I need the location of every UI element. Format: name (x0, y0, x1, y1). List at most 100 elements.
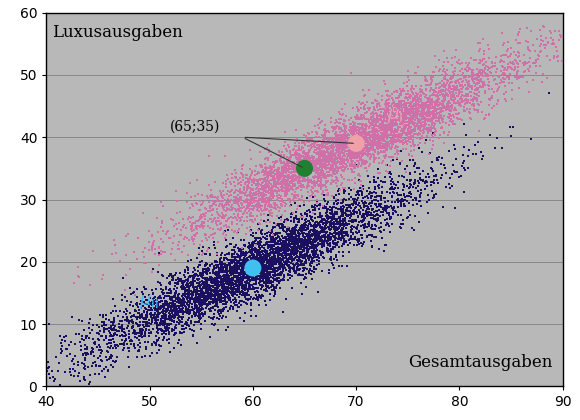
Point (170, 330, 179, 336)
Point (339, 222, 349, 229)
Point (123, 354, 132, 361)
Point (160, 314, 169, 321)
Point (237, 270, 246, 277)
Point (146, 320, 155, 327)
Point (397, 118, 407, 124)
Point (208, 296, 217, 302)
Point (208, 292, 218, 299)
Point (216, 260, 225, 267)
Point (367, 131, 376, 138)
Point (262, 200, 271, 207)
Point (397, 100, 406, 106)
Point (208, 303, 217, 310)
Point (217, 210, 226, 216)
Point (434, 115, 443, 121)
Point (200, 282, 209, 289)
Point (81, 362, 90, 369)
Point (125, 335, 134, 342)
Point (415, 101, 425, 108)
Point (466, 88, 476, 95)
Point (202, 265, 211, 272)
Point (300, 164, 310, 171)
Point (414, 106, 423, 113)
Point (223, 291, 232, 298)
Point (242, 183, 252, 189)
Point (378, 127, 387, 134)
Point (291, 250, 300, 257)
Point (288, 225, 298, 232)
Point (338, 168, 347, 175)
Point (353, 163, 362, 169)
Point (247, 263, 256, 270)
Point (211, 286, 220, 292)
Point (143, 339, 153, 345)
Point (253, 247, 263, 254)
Point (440, 96, 449, 103)
Point (302, 212, 311, 219)
Point (336, 116, 345, 122)
Point (275, 171, 284, 178)
Point (457, 117, 466, 123)
Point (358, 150, 368, 157)
Point (300, 234, 309, 241)
Point (301, 284, 310, 291)
Point (248, 252, 258, 258)
Point (321, 130, 330, 136)
Point (210, 257, 219, 264)
Point (404, 108, 413, 114)
Point (360, 128, 369, 134)
Point (260, 165, 270, 172)
Point (245, 284, 255, 291)
Point (218, 194, 227, 200)
Point (346, 152, 355, 158)
Point (316, 173, 325, 180)
Point (264, 242, 273, 249)
Point (96, 353, 105, 360)
Point (379, 131, 389, 138)
Point (311, 228, 321, 235)
Point (248, 196, 258, 202)
Point (389, 181, 398, 188)
Point (99, 272, 108, 278)
Point (242, 278, 252, 284)
Point (215, 212, 224, 218)
Point (246, 249, 256, 256)
Point (81, 357, 90, 363)
Point (383, 198, 392, 205)
Point (326, 254, 335, 260)
Point (289, 237, 298, 244)
Point (425, 106, 434, 113)
Point (379, 124, 389, 131)
Point (351, 124, 360, 131)
Point (475, 83, 484, 90)
Point (273, 253, 282, 260)
Point (414, 119, 423, 126)
Point (190, 299, 199, 306)
Point (427, 97, 436, 103)
Point (386, 185, 396, 192)
Point (341, 138, 350, 145)
Point (252, 197, 262, 204)
Point (190, 284, 200, 291)
Point (338, 160, 347, 167)
Point (238, 271, 247, 278)
Point (282, 184, 291, 190)
Point (252, 252, 262, 258)
Point (288, 230, 297, 237)
Point (401, 101, 411, 108)
Point (345, 185, 354, 192)
Point (203, 237, 212, 244)
Point (211, 297, 220, 303)
Point (287, 228, 296, 234)
Point (219, 313, 228, 320)
Point (281, 249, 291, 256)
Point (339, 230, 349, 237)
Point (152, 337, 161, 344)
Point (284, 226, 293, 233)
Point (447, 93, 456, 100)
Point (121, 336, 130, 343)
Point (371, 122, 380, 129)
Point (345, 147, 354, 154)
Point (486, 69, 495, 76)
Point (401, 112, 411, 119)
